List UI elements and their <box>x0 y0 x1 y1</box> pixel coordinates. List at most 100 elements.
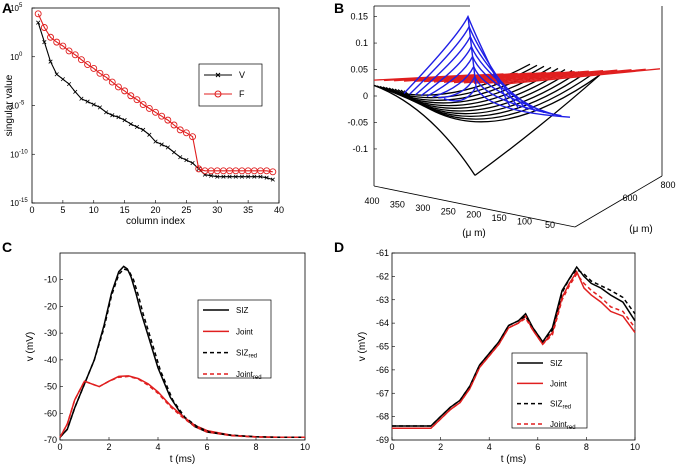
x-tick-label: 0 <box>389 442 394 452</box>
panel-c-chart: 0 2 4 6 8 10 -70 -60 -50 -40 -30 -20 -10 t (ms) v (mV)… <box>25 252 310 465</box>
series-v-point <box>190 160 195 166</box>
x-tick-label: 8 <box>253 442 258 452</box>
x-tick-label: 200 <box>466 210 481 220</box>
depth-axis-label: (μ m) <box>629 224 653 235</box>
series-v-point <box>48 59 53 64</box>
series-v-point <box>141 127 146 132</box>
x-axis-label: t (ms) <box>170 454 196 465</box>
y-tick-label: -50 <box>44 382 57 392</box>
x-axis-label: column index <box>126 216 185 227</box>
x-tick-label: 50 <box>545 220 555 230</box>
x-tick-label: 10 <box>89 205 99 215</box>
series-v-point <box>246 174 251 179</box>
series-v-point <box>79 96 84 101</box>
series-f-point <box>90 64 98 72</box>
series-f-point <box>71 51 79 59</box>
x-tick-label: 5 <box>60 205 65 215</box>
series-v-point <box>73 89 78 94</box>
x-tick-label: 6 <box>535 442 540 452</box>
surface-blue-rib <box>438 74 562 117</box>
series-v-point <box>116 115 121 120</box>
panel-c-axes-frame <box>59 252 306 441</box>
x-tick-label: 300 <box>415 203 430 213</box>
series-v-point <box>233 174 238 179</box>
y-tick-label: -40 <box>44 355 57 365</box>
x-tick-label: 20 <box>150 205 160 215</box>
series-f-point <box>127 92 135 100</box>
series-f-point <box>121 87 129 95</box>
series-f-point <box>65 47 73 55</box>
series-f-point <box>84 61 92 69</box>
legend-box <box>197 299 272 379</box>
y-tick-label: -63 <box>376 295 389 305</box>
y-tick-label: -30 <box>44 328 57 338</box>
series-f-point <box>53 38 61 46</box>
series-v-point <box>91 102 96 107</box>
series-v-point <box>215 174 220 179</box>
series-v-point <box>252 174 257 179</box>
panel-letter-d: D <box>334 239 344 255</box>
y-tick-label: -65 <box>376 342 389 352</box>
series-v-point <box>97 105 103 110</box>
y-tick-label: 10 <box>10 150 19 159</box>
series-v-point <box>60 77 65 82</box>
series-f-point <box>145 104 153 112</box>
series-siz-red-line <box>392 268 636 427</box>
surface-red-line <box>463 70 604 84</box>
legend-label: SIZ <box>550 359 563 368</box>
series-f-point <box>77 56 85 64</box>
y-tick-label: -62 <box>376 271 389 281</box>
y-tick-label: -64 <box>376 318 389 328</box>
surface-blue <box>403 14 571 118</box>
depth-axis <box>574 175 663 228</box>
y-tick-label: -69 <box>376 435 389 445</box>
z-tick-label: 0.1 <box>355 38 368 48</box>
y-tick-label: 10 <box>10 199 19 208</box>
series-v-point <box>147 132 152 137</box>
series-v-point <box>227 174 232 179</box>
legend-label: SIZred <box>236 349 257 360</box>
x-axis-label: t (ms) <box>501 454 527 465</box>
y-tick-label: -70 <box>44 435 57 445</box>
series-f-point <box>114 83 122 91</box>
surface-red-line <box>423 71 547 83</box>
z-tick-label: 0.05 <box>350 65 368 75</box>
legend-label: Jointred <box>236 370 262 381</box>
series-v-point <box>270 177 275 182</box>
y-tick-label: -60 <box>44 408 57 418</box>
surface-red-line <box>413 72 532 82</box>
series-joint-red-line <box>392 272 636 430</box>
x-tick-label: 4 <box>155 442 160 452</box>
surface-red-line <box>443 70 575 83</box>
y-tick-label: 10 <box>10 4 19 13</box>
x-tick-label: 0 <box>29 205 34 215</box>
series-v-point <box>178 155 183 160</box>
legend-marker <box>214 90 222 98</box>
x-tick-label: 250 <box>441 206 456 216</box>
z-tick-label: 0.15 <box>350 12 368 22</box>
y-tick-label: -61 <box>376 248 389 258</box>
z-tick-label: -0.1 <box>352 144 368 154</box>
y-tick-label: -67 <box>376 388 389 398</box>
x-tick-label: 100 <box>517 217 532 227</box>
surface-blue-rib <box>443 84 571 118</box>
series-f-point <box>139 101 147 108</box>
legend-label: V <box>239 70 245 80</box>
x-tick-label: 350 <box>390 199 405 209</box>
surface-red-line <box>503 68 661 85</box>
surface-black-rib <box>403 74 601 123</box>
x-tick-label: 8 <box>584 442 589 452</box>
x-tick-label: 15 <box>120 205 130 215</box>
series-f-point <box>189 133 197 141</box>
x-tick-label: 25 <box>181 205 191 215</box>
series-f-point <box>47 33 54 41</box>
series-f-point <box>182 129 190 137</box>
surface-black-edge <box>474 74 601 176</box>
x-tick-label: 2 <box>106 442 111 452</box>
y-tick-exponent: 5 <box>19 3 23 9</box>
depth-tick-label: 800 <box>660 180 675 190</box>
series-f-point <box>170 121 178 129</box>
legend-marker <box>215 72 221 78</box>
series-f-point <box>152 108 159 116</box>
series-f-point <box>96 69 104 77</box>
